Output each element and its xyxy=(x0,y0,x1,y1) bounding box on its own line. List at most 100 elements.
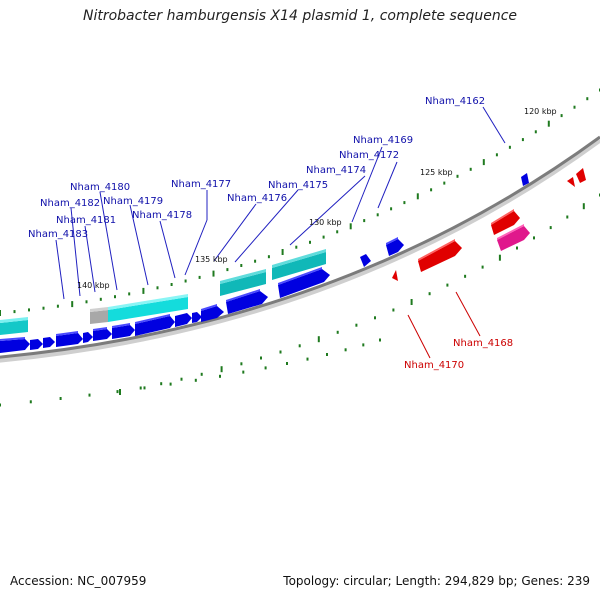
tick-mark xyxy=(242,370,245,374)
gene-reverse-12[interactable] xyxy=(226,289,268,314)
tick-mark xyxy=(355,323,358,327)
tick-mark xyxy=(160,382,163,386)
scale-label-120: 120 kbp xyxy=(524,107,557,116)
gene-label-nham-4168[interactable]: Nham_4168 xyxy=(453,338,513,349)
tick-mark xyxy=(226,268,229,272)
accession-text: Accession: NC_007959 xyxy=(10,574,147,588)
tick-mark xyxy=(28,308,30,312)
gene-reverse-11[interactable] xyxy=(201,304,224,322)
tick-mark xyxy=(498,254,501,261)
gene-label-nham-4172[interactable]: Nham_4172 xyxy=(339,150,399,161)
tick-mark xyxy=(260,356,262,360)
tick-mark xyxy=(582,203,585,210)
backbone-line xyxy=(0,135,600,359)
gene-pseudo[interactable] xyxy=(90,307,108,324)
gene-reverse-14[interactable] xyxy=(360,254,371,267)
tick-mark xyxy=(194,378,197,382)
tick-mark xyxy=(344,348,347,352)
gene-label-nham-4176[interactable]: Nham_4176 xyxy=(227,193,287,204)
tick-mark xyxy=(508,145,511,149)
tick-mark xyxy=(219,374,221,378)
gene-red-4[interactable] xyxy=(567,177,575,187)
tick-mark xyxy=(430,188,433,192)
gene-reverse-4[interactable] xyxy=(56,331,83,347)
backbone-shadow xyxy=(0,137,600,363)
gene-red-5[interactable] xyxy=(576,168,586,183)
gene-reverse-5[interactable] xyxy=(83,332,93,343)
tick-mark xyxy=(560,114,563,118)
tick-mark xyxy=(240,362,243,366)
far-tick-ring xyxy=(0,338,381,407)
gene-red-2[interactable] xyxy=(418,239,462,272)
tick-mark xyxy=(212,270,215,277)
gene-reverse-10[interactable] xyxy=(192,312,202,323)
gene-forward-4[interactable] xyxy=(272,249,326,280)
gene-reverse-15[interactable] xyxy=(386,237,404,256)
gene-label-nham-4181[interactable]: Nham_4181 xyxy=(56,215,116,226)
tick-mark xyxy=(534,130,537,134)
tick-mark xyxy=(42,306,45,310)
scale-label-130: 130 kbp xyxy=(309,218,342,227)
tick-mark xyxy=(547,120,550,127)
tick-mark xyxy=(295,245,298,249)
gene-label-nham-4183[interactable]: Nham_4183 xyxy=(28,229,88,240)
gene-pink[interactable] xyxy=(497,224,530,251)
tick-mark xyxy=(13,310,16,314)
tick-mark xyxy=(443,181,446,185)
gene-forward-1[interactable] xyxy=(0,317,28,335)
backbone xyxy=(0,135,600,363)
tick-mark xyxy=(128,292,131,296)
gene-reverse-3[interactable] xyxy=(43,337,55,348)
tick-mark xyxy=(200,372,203,376)
tick-mark xyxy=(298,344,301,348)
tick-mark xyxy=(392,308,395,312)
tick-mark xyxy=(521,138,524,142)
gene-reverse-13[interactable] xyxy=(278,267,330,298)
gene-reverse-16[interactable] xyxy=(521,173,529,186)
tick-mark xyxy=(379,338,381,342)
gene-forward-2[interactable] xyxy=(108,294,188,322)
gene-reverse-1[interactable] xyxy=(0,337,30,353)
tick-mark xyxy=(29,400,32,404)
gene-label-nham-4162[interactable]: Nham_4162 xyxy=(425,96,485,107)
tick-mark xyxy=(180,377,183,381)
tick-mark xyxy=(586,97,589,101)
tick-mark xyxy=(170,283,173,286)
tick-mark xyxy=(482,159,485,166)
gene-reverse-6[interactable] xyxy=(93,327,112,341)
tick-mark xyxy=(481,265,484,269)
tick-mark xyxy=(549,226,552,230)
gene-forward-3[interactable] xyxy=(220,269,266,296)
tick-marks xyxy=(0,88,600,407)
tick-mark xyxy=(286,362,288,365)
gene-red-1[interactable] xyxy=(392,270,398,281)
gene-label-nham-4177[interactable]: Nham_4177 xyxy=(171,179,231,190)
tick-mark xyxy=(114,295,116,299)
tick-mark xyxy=(56,304,59,308)
gene-label-nham-4174[interactable]: Nham_4174 xyxy=(306,165,366,176)
gene-reverse-9[interactable] xyxy=(175,313,192,327)
gene-label-nham-4178[interactable]: Nham_4178 xyxy=(132,210,192,221)
tick-mark xyxy=(566,215,569,219)
leader-lines xyxy=(55,106,506,359)
gene-label-nham-4175[interactable]: Nham_4175 xyxy=(268,180,328,191)
tick-mark xyxy=(456,174,459,178)
gene-reverse-8[interactable] xyxy=(135,314,175,336)
gene-label-nham-4179[interactable]: Nham_4179 xyxy=(103,196,163,207)
tick-mark xyxy=(264,366,267,370)
gene-label-nham-4182[interactable]: Nham_4182 xyxy=(40,198,100,209)
tick-mark xyxy=(281,249,284,255)
gene-reverse-7[interactable] xyxy=(112,323,135,339)
gene-label-nham-4169[interactable]: Nham_4169 xyxy=(353,135,413,146)
forward-genes xyxy=(0,249,326,335)
tick-mark xyxy=(59,397,62,400)
tick-mark xyxy=(306,357,309,361)
tick-mark xyxy=(0,403,1,407)
gene-reverse-2[interactable] xyxy=(30,339,43,350)
tick-mark xyxy=(573,105,576,109)
gene-label-nham-4170[interactable]: Nham_4170 xyxy=(404,360,464,371)
gene-red-3[interactable] xyxy=(491,209,520,235)
gene-label-nham-4180[interactable]: Nham_4180 xyxy=(70,182,130,193)
tick-mark xyxy=(326,353,328,356)
tick-mark xyxy=(362,343,365,347)
